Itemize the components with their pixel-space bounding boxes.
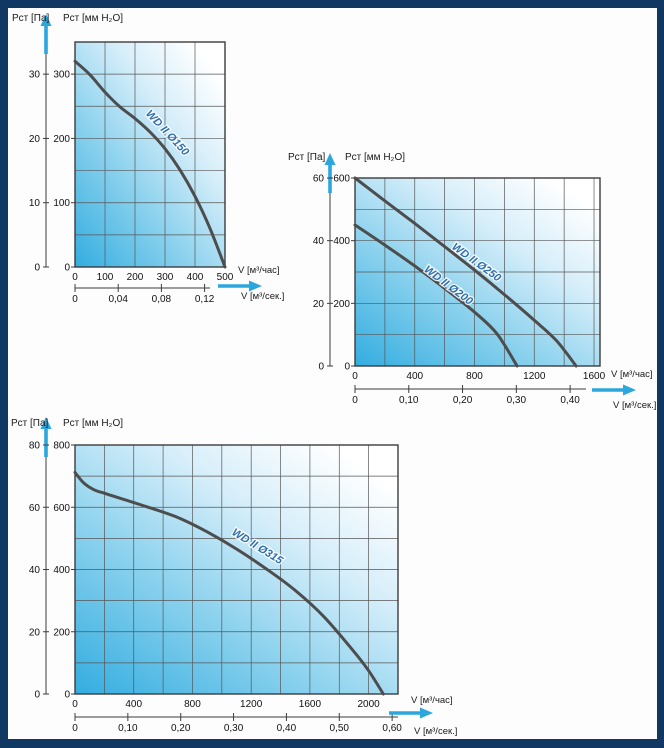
chart2-flow-sec-label: V [м³/сек.] xyxy=(613,400,656,411)
pa-tick-label: 20 xyxy=(313,299,325,310)
flow-sec-tick-label: 0,40 xyxy=(277,723,297,734)
mm-tick-label: 0 xyxy=(64,263,70,274)
flow-sec-tick-label: 0 xyxy=(352,395,358,406)
plot-border xyxy=(74,41,226,268)
fan-curve-wd-ii-315 xyxy=(73,470,385,696)
fan-curve-wd-ii-250 xyxy=(353,176,578,368)
flow-sec-tick-label: 0,20 xyxy=(171,723,191,734)
flow-hour-tick-label: 400 xyxy=(125,699,142,710)
chart1-flow-hour-label: V [м³/час] xyxy=(238,265,280,276)
fan-curve-wd-ii-200 xyxy=(353,223,519,368)
flow-sec-tick-label: 0,40 xyxy=(560,395,580,406)
flow-hour-tick-label: 1200 xyxy=(523,371,546,382)
pa-tick-label: 30 xyxy=(29,70,41,81)
right-arrow-icon xyxy=(249,280,262,292)
pa-tick-label: 20 xyxy=(29,134,41,145)
flow-sec-tick-label: 0,50 xyxy=(330,723,350,734)
flow-hour-tick-label: 0 xyxy=(72,699,78,710)
chart3-pa-axis-title: Pст [Па] xyxy=(11,418,49,429)
mm-tick-label: 600 xyxy=(333,174,350,185)
chart2-pa-axis-title: Pст [Па] xyxy=(288,152,326,163)
flow-hour-tick-label: 2000 xyxy=(358,699,381,710)
pa-tick-label: 80 xyxy=(29,441,41,452)
pa-tick-label: 60 xyxy=(29,503,41,514)
flow-hour-tick-label: 400 xyxy=(187,272,204,283)
flow-hour-tick-label: 1600 xyxy=(299,699,322,710)
flow-hour-tick-label: 0 xyxy=(72,272,78,283)
pa-tick-label: 40 xyxy=(29,565,41,576)
flow-sec-tick-label: 0,10 xyxy=(399,395,419,406)
flow-sec-tick-label: 0 xyxy=(72,294,78,305)
pa-tick-label: 0 xyxy=(34,263,40,274)
chart3-flow-hour-label: V [м³/час] xyxy=(411,695,453,706)
mm-tick-label: 600 xyxy=(53,503,70,514)
flow-sec-tick-label: 0 xyxy=(72,723,78,734)
mm-tick-label: 400 xyxy=(333,236,350,247)
flow-hour-tick-label: 1200 xyxy=(240,699,263,710)
flow-sec-tick-label: 0,20 xyxy=(453,395,473,406)
pa-tick-label: 10 xyxy=(29,198,41,209)
mm-tick-label: 100 xyxy=(53,198,70,209)
flow-sec-tick-label: 0,30 xyxy=(224,723,244,734)
flow-hour-tick-label: 300 xyxy=(157,272,174,283)
chart2-mm-axis-title: Pст [мм H₂O] xyxy=(345,152,405,163)
mm-tick-label: 800 xyxy=(53,441,70,452)
mm-tick-label: 400 xyxy=(53,565,70,576)
mm-tick-label: 0 xyxy=(344,362,350,373)
chart3-flow-sec-label: V [м³/сек.] xyxy=(414,726,457,737)
flow-hour-tick-label: 1600 xyxy=(583,371,606,382)
chart3-mm-axis-title: Pст [мм H₂O] xyxy=(63,418,123,429)
mm-tick-label: 200 xyxy=(333,299,350,310)
up-arrow-icon xyxy=(40,417,52,429)
flow-hour-tick-label: 200 xyxy=(127,272,144,283)
flow-hour-tick-label: 100 xyxy=(97,272,114,283)
mm-tick-label: 200 xyxy=(53,134,70,145)
plot-area xyxy=(75,42,225,267)
right-arrow-icon xyxy=(623,384,636,396)
pa-tick-label: 0 xyxy=(34,690,40,701)
pa-tick-label: 40 xyxy=(313,236,325,247)
mm-tick-label: 0 xyxy=(64,690,70,701)
flow-hour-tick-label: 800 xyxy=(466,371,483,382)
flow-hour-tick-label: 800 xyxy=(184,699,201,710)
chart1-flow-sec-label: V [м³/сек.] xyxy=(241,291,284,302)
pa-tick-label: 0 xyxy=(318,362,324,373)
flow-sec-tick-label: 0,60 xyxy=(382,723,402,734)
mm-tick-label: 200 xyxy=(53,627,70,638)
fan-curve-wd-ii-150 xyxy=(73,59,227,269)
flow-sec-tick-label: 0,10 xyxy=(118,723,138,734)
up-arrow-icon xyxy=(40,14,52,26)
chart2-flow-hour-label: V [м³/час] xyxy=(611,369,653,380)
up-arrow-icon xyxy=(324,153,336,165)
mm-tick-label: 300 xyxy=(53,70,70,81)
flow-hour-tick-label: 400 xyxy=(406,371,423,382)
flow-sec-tick-label: 0,12 xyxy=(195,294,215,305)
flow-sec-tick-label: 0,30 xyxy=(507,395,527,406)
flow-hour-tick-label: 500 xyxy=(217,272,234,283)
pa-tick-label: 60 xyxy=(313,174,325,185)
chart1-pa-axis-title: Pст [Па] xyxy=(12,13,50,24)
plot-border xyxy=(354,177,601,367)
pa-tick-label: 20 xyxy=(29,627,41,638)
flow-sec-tick-label: 0,04 xyxy=(108,294,128,305)
flow-hour-tick-label: 0 xyxy=(352,371,358,382)
flow-sec-tick-label: 0,08 xyxy=(152,294,172,305)
chart1-mm-axis-title: Pст [мм H₂O] xyxy=(63,13,123,24)
right-arrow-icon xyxy=(420,707,433,719)
